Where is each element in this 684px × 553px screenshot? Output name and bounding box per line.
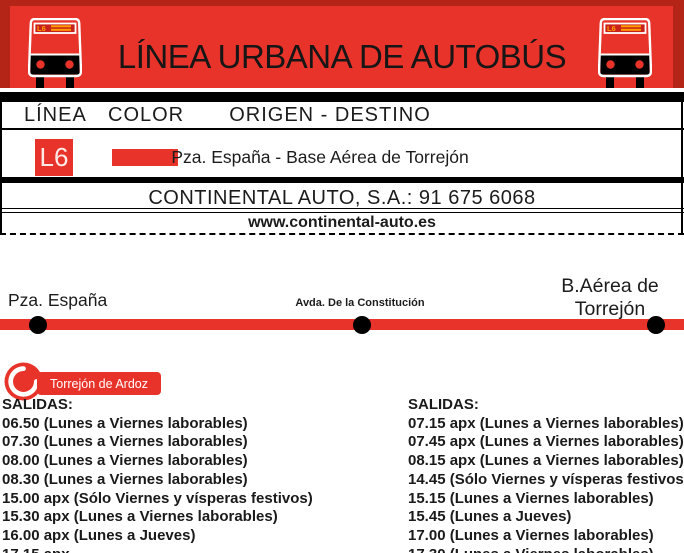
bus-icon: L6 (598, 18, 652, 88)
divider (0, 177, 684, 183)
departure-item: 15.45 (Lunes a Jueves) (408, 508, 572, 526)
departure-item: 07.45 apx (Lunes a Viernes laborables) (408, 433, 684, 451)
table-border-bottom (0, 233, 684, 235)
departure-item: 07.30 (Lunes a Viernes laborables) (2, 433, 248, 451)
stop-label-avda-constitucion: Avda. De la Constitución (295, 297, 425, 309)
stop-label-line1: B.Aérea de (561, 275, 659, 297)
departure-item: 08.30 (Lunes a Viernes laborables) (2, 470, 248, 488)
departure-item: 15.00 apx (Sólo Viernes y vísperas festi… (2, 489, 313, 507)
divider (0, 128, 684, 130)
column-header-origen-destino: ORIGEN - DESTINO (229, 104, 431, 126)
departure-item: 08.00 (Lunes a Viernes laborables) (2, 452, 248, 470)
departure-item: 15.15 (Lunes a Viernes laborables) (408, 489, 654, 507)
departure-item: 07.15 apx (Lunes a Viernes laborables) (408, 414, 684, 432)
bus-icon: L6 (28, 18, 82, 88)
operator-website: www.continental-auto.es (248, 214, 436, 231)
route-line (0, 319, 684, 330)
stop-label-line2: Torrejón (574, 298, 646, 320)
departure-item: 16.00 apx (Lunes a Jueves) (2, 526, 196, 544)
operator-phone: CONTINENTAL AUTO, S.A.: 91 675 6068 (148, 187, 536, 209)
table-header-row: LÍNEA COLOR ORIGEN - DESTINO (0, 102, 684, 128)
municipality-badge: Torrejón de Ardoz (37, 372, 161, 395)
bus-display-code: L6 (37, 24, 46, 33)
column-header-linea: LÍNEA (24, 104, 87, 126)
departures-list-left: SALIDAS: 06.50 (Lunes a Viernes laborabl… (2, 396, 406, 553)
route-origin-destination: Pza. España - Base Aérea de Torrejón (171, 147, 469, 167)
departure-item: 17.00 (Lunes a Viernes laborables) (408, 526, 654, 544)
departure-item: 08.15 apx (Lunes a Viernes laborables) (408, 452, 684, 470)
line-code-badge: L6 (35, 139, 73, 176)
departures-heading: SALIDAS: (2, 396, 73, 413)
table-border-right (681, 92, 683, 235)
stop-dot-origin (29, 316, 47, 334)
departures-heading: SALIDAS: (408, 396, 479, 413)
torrejon-swirl-logo-icon (4, 362, 43, 401)
column-header-color: COLOR (108, 104, 185, 126)
table-border-left (0, 92, 2, 235)
stop-dot-middle (353, 316, 371, 334)
stop-label-pza-espana: Pza. España (8, 290, 108, 310)
divider (0, 208, 684, 213)
stop-dot-destination (647, 316, 665, 334)
departure-item: 17.15 apx (2, 546, 406, 553)
departure-item: 17.30 (Lunes a Viernes laborables) (408, 546, 684, 553)
line-color-swatch (112, 149, 178, 166)
departure-item: 15.30 apx (Lunes a Viernes laborables) (2, 508, 278, 526)
bus-display-code: L6 (607, 24, 616, 33)
page-title: LÍNEA URBANA DE AUTOBÚS (117, 38, 567, 75)
stop-label-base-aerea: B.Aérea de Torrejón (534, 275, 684, 321)
departure-item: 14.45 (Sólo Viernes y vísperas festivos) (408, 470, 684, 488)
header-divider (0, 92, 684, 102)
header-band (0, 0, 684, 88)
departures-list-right: SALIDAS: 07.15 apx (Lunes a Viernes labo… (408, 396, 684, 553)
departure-item: 06.50 (Lunes a Viernes laborables) (2, 414, 248, 432)
